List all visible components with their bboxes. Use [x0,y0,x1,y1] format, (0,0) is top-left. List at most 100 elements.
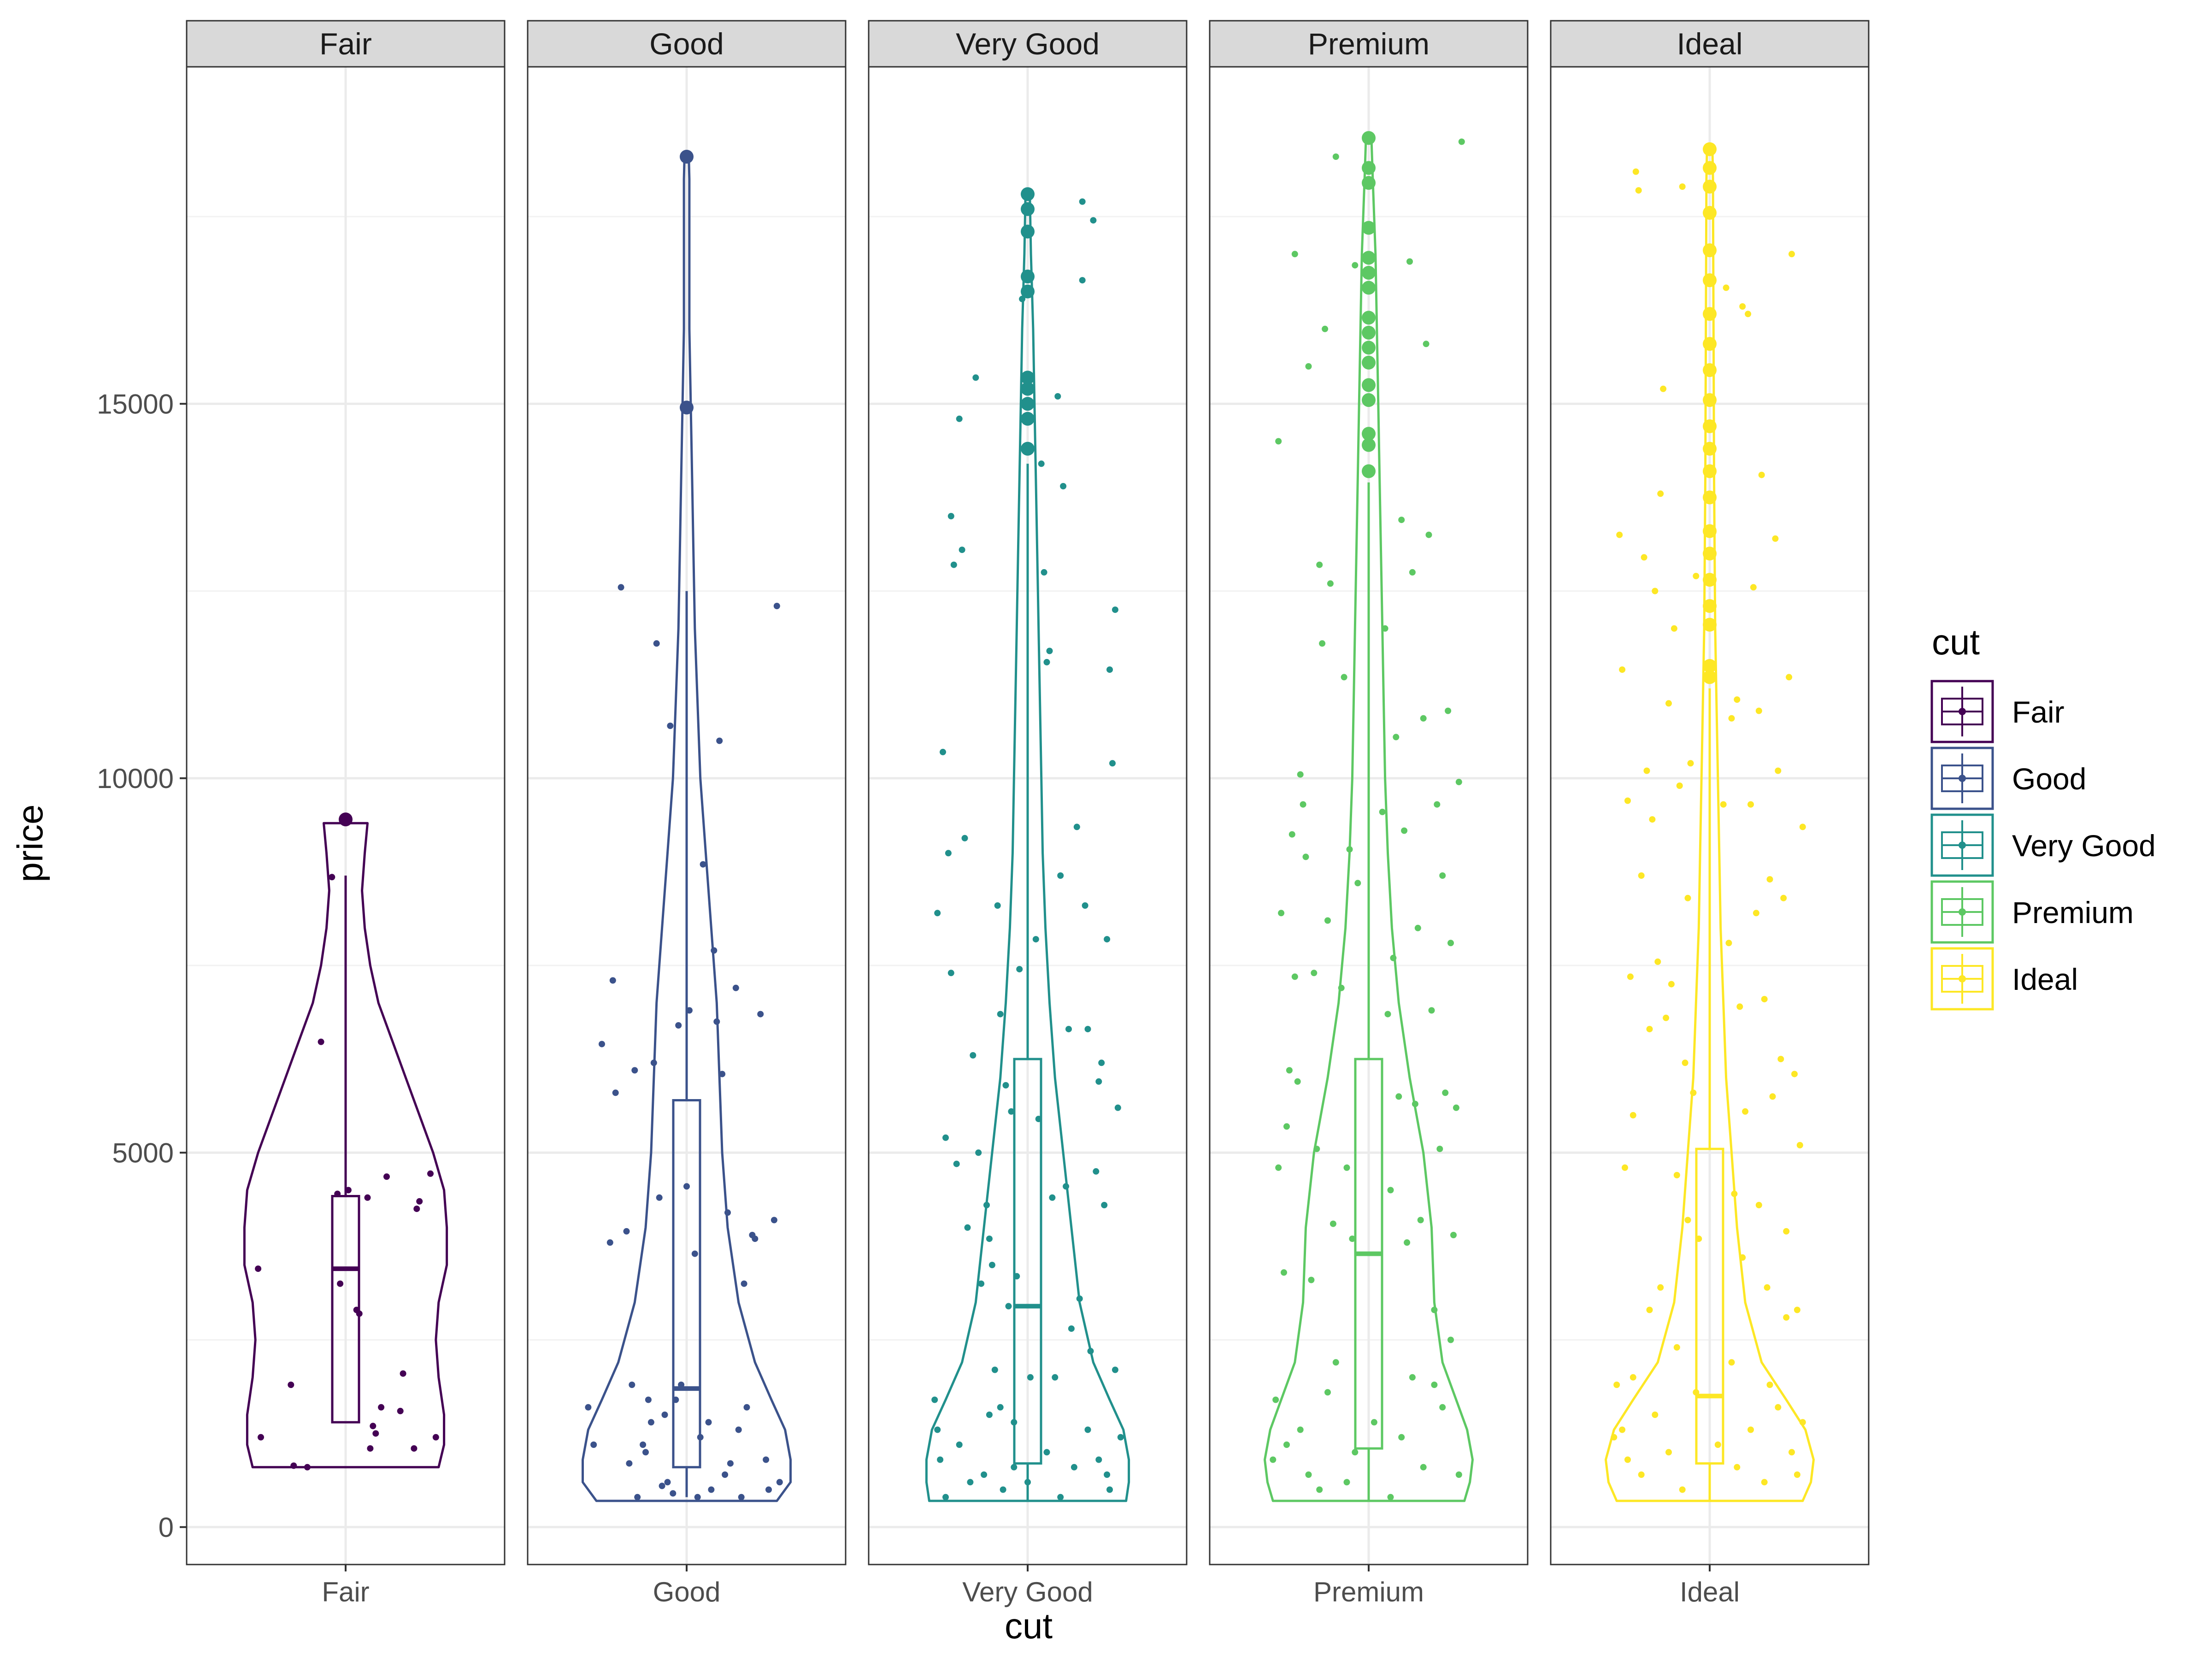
legend-key-point [1959,841,1966,849]
data-point [1082,902,1088,909]
data-point [1101,1202,1108,1208]
legend-item: Premium [1930,880,2134,944]
data-point [1332,153,1339,160]
outlier-point [1362,393,1376,407]
outlier-point [1021,371,1035,385]
data-point [661,1412,668,1418]
data-point [763,1456,770,1463]
data-point [1038,460,1045,467]
outlier-point [1362,341,1376,355]
data-point [1739,303,1746,310]
data-point [1619,1426,1626,1433]
data-point [997,1404,1004,1411]
outlier-point [1021,284,1035,299]
data-point [1343,1164,1350,1171]
data-point [722,1471,729,1478]
data-point [1728,1359,1735,1366]
y-tick-label: 10000 [97,763,174,794]
data-point [1327,580,1334,587]
data-point [1005,1303,1012,1310]
data-point [1635,187,1642,194]
data-point [1341,674,1347,681]
data-point [1332,1359,1339,1366]
data-point [1417,1217,1424,1224]
data-point [940,748,946,755]
facet-fair: Fair Fair [186,20,506,1607]
data-point [735,1426,742,1433]
data-point [1305,363,1312,370]
data-point [1060,483,1067,489]
data-point [337,1280,344,1287]
data-point [1673,1172,1680,1178]
data-point [1338,984,1345,991]
data-point [1723,284,1730,291]
outlier-point [1703,441,1717,456]
data-point [1627,973,1634,980]
data-point [623,1228,630,1235]
facet-ideal: Ideal Ideal [1550,20,1870,1607]
data-point [1313,1146,1320,1153]
data-point [1106,1486,1113,1493]
data-point [1622,1164,1628,1171]
data-point [1657,490,1664,497]
data-point [1275,438,1282,445]
facet-strip [527,20,847,68]
data-point [1665,700,1672,707]
data-point [1387,1494,1394,1500]
legend-label: Fair [2012,695,2065,729]
legend-label: Very Good [2012,829,2156,863]
data-point [1646,1026,1653,1033]
data-point [1638,872,1645,879]
data-point [953,1160,960,1167]
data-point [1761,1479,1768,1486]
data-point [372,1430,379,1437]
outlier-point [1703,573,1717,587]
data-point [1387,1187,1394,1194]
data-point [1297,771,1304,778]
data-point [1652,1412,1659,1418]
y-tick-label: 5000 [112,1137,174,1168]
legend-key-point [1959,975,1966,982]
data-point [1745,311,1752,318]
data-point [1104,936,1111,943]
outlier-point [1703,273,1717,288]
data-point [364,1194,371,1201]
legend-item: Very Good [1930,813,2156,877]
legend-key-point [1959,775,1966,782]
data-point [724,1209,731,1216]
data-point [1646,1306,1653,1313]
data-point [258,1434,264,1441]
x-axis-title: cut [1005,1606,1053,1646]
outlier-point [1362,161,1376,175]
data-point [1283,1441,1290,1448]
data-point [1684,894,1691,901]
outlier-point [1362,221,1376,235]
data-point [1011,1464,1018,1471]
data-point [1302,853,1309,860]
facet-strip [1550,20,1870,68]
data-point [1076,1295,1083,1302]
data-point [1788,251,1795,258]
y-tick-label: 15000 [97,388,174,419]
data-point [1084,1426,1091,1433]
data-point [1288,831,1295,838]
data-point [1019,295,1026,302]
legend-label: Ideal [2012,962,2078,996]
data-point [1630,1374,1636,1381]
data-point [1095,1456,1102,1463]
data-point [1755,707,1762,714]
data-point [1346,846,1353,853]
data-point [1720,801,1727,808]
legend-label: Premium [2012,895,2134,930]
data-point [1799,824,1806,830]
data-point [1000,1486,1006,1493]
data-point [1281,1269,1287,1276]
legend-item: Fair [1930,680,2065,743]
data-point [1052,1374,1059,1381]
legend-label: Good [2012,762,2086,796]
data-point [1613,1382,1620,1388]
data-point [1311,970,1318,977]
data-point [713,1018,720,1025]
data-point [1684,1217,1691,1224]
outlier-point [1362,131,1376,145]
